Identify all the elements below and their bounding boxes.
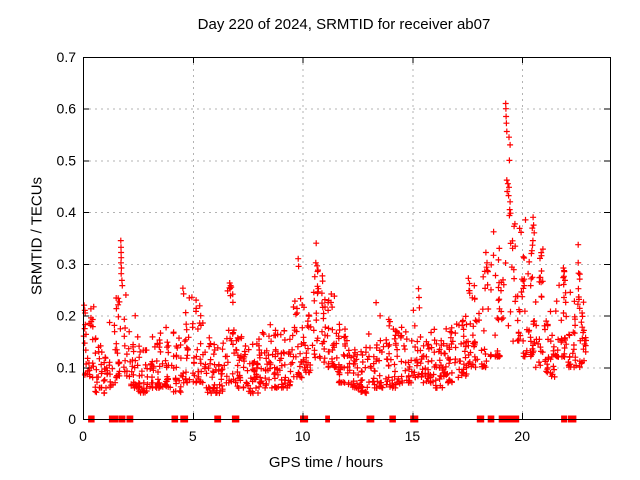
plot-border (83, 57, 611, 420)
x-tick-label: 10 (295, 428, 311, 444)
y-tick-label: 0 (68, 411, 76, 427)
y-tick-label: 0.4 (57, 204, 77, 220)
y-tick-label: 0.5 (57, 152, 77, 168)
tick-labels: 0 5 10 15 20 0 0.1 0.2 0.3 0.4 0.5 0.6 0.7 (57, 49, 531, 444)
x-tick-label: 0 (79, 428, 87, 444)
data-points (80, 100, 589, 397)
y-tick-label: 0.1 (57, 359, 77, 375)
chart-title: Day 220 of 2024, SRMTID for receiver ab0… (197, 16, 491, 33)
y-tick-label: 0.7 (57, 49, 77, 65)
x-tick-label: 20 (514, 428, 530, 444)
y-tick-label: 0.3 (57, 256, 77, 272)
y-tick-label: 0.6 (57, 101, 77, 117)
x-tick-label: 15 (405, 428, 421, 444)
x-tick-label: 5 (189, 428, 197, 444)
y-tick-label: 0.2 (57, 308, 77, 324)
x-axis-label: GPS time / hours (268, 454, 384, 471)
